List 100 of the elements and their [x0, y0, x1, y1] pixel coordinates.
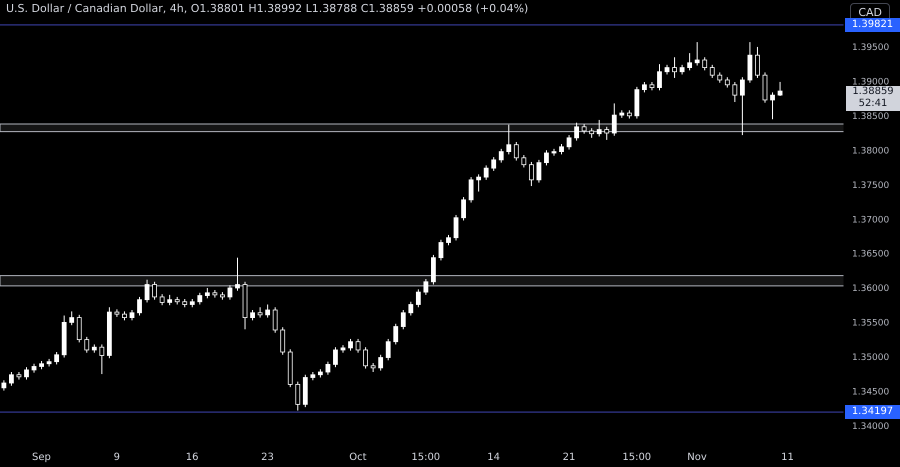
- candlestick: [476, 174, 482, 192]
- candlestick: [574, 122, 579, 142]
- candlestick: [272, 306, 278, 334]
- y-tick-label: 1.38000: [852, 146, 890, 156]
- candlestick: [446, 234, 451, 246]
- candlestick: [152, 281, 157, 300]
- candlestick: [694, 42, 700, 66]
- candlestick: [235, 257, 240, 292]
- candlestick: [506, 124, 512, 155]
- candlestick: [498, 148, 504, 164]
- candlestick: [333, 346, 338, 368]
- candlestick: [386, 338, 391, 361]
- candlestick: [514, 141, 519, 162]
- y-tick-label: 1.38500: [852, 112, 890, 122]
- candlestick: [197, 292, 202, 306]
- x-tick-label: 11: [781, 452, 794, 464]
- x-tick-label: 9: [114, 452, 120, 464]
- candlestick: [250, 310, 255, 321]
- candlestick: [596, 119, 602, 137]
- candlestick: [144, 279, 150, 303]
- x-tick-label: 23: [261, 452, 274, 464]
- candlestick: [657, 64, 662, 91]
- candlestick: [1, 380, 6, 392]
- x-tick-label: Oct: [349, 452, 367, 464]
- candlestick: [137, 296, 142, 316]
- candlestick: [544, 150, 549, 166]
- candlestick: [438, 239, 444, 261]
- text: 52:41: [846, 98, 900, 112]
- candlestick: [724, 76, 730, 88]
- x-tick-label: 21: [562, 452, 576, 464]
- candlestick: [228, 284, 232, 300]
- candlestick: [680, 64, 684, 75]
- candlestick: [664, 64, 670, 75]
- candlestick: [130, 310, 134, 321]
- candlestick: [393, 323, 398, 345]
- candlestick: [204, 287, 210, 299]
- candlestick: [99, 344, 104, 375]
- candlestick: [604, 126, 610, 140]
- ref-line-label: 1.39821: [845, 18, 900, 32]
- y-tick-label: 1.36500: [852, 250, 890, 260]
- y-tick-label: 1.36000: [852, 284, 890, 294]
- x-tick-label: 15:00: [622, 452, 652, 464]
- candlestick: [54, 352, 60, 365]
- x-tick-label: Sep: [32, 452, 51, 464]
- candlestick: [582, 124, 587, 134]
- x-tick-label: 16: [186, 452, 199, 464]
- candlestick: [491, 156, 496, 172]
- chart-title: U.S. Dollar / Canadian Dollar, 4h, O1.38801 H1.38992 L1.38788 C1.38859 +0.00058 (+0.04%): [6, 2, 528, 15]
- candlestick: [84, 336, 90, 354]
- candlestick: [528, 161, 534, 187]
- candlestick: [672, 56, 677, 78]
- y-tick-label: 1.34000: [852, 422, 890, 432]
- candlestick: [589, 128, 594, 138]
- candlestick: [363, 346, 368, 370]
- candlestick: [416, 288, 421, 308]
- candlestick: [710, 64, 715, 78]
- x-tick-label: 14: [487, 452, 500, 464]
- candlestick: [536, 159, 542, 184]
- y-tick-label: 1.35000: [852, 353, 890, 364]
- candlestick: [69, 310, 74, 326]
- candlestick: [160, 294, 165, 306]
- candlestick: [295, 381, 300, 412]
- candlestick: [521, 154, 526, 168]
- candlestick: [687, 52, 692, 71]
- candlestick: [167, 294, 172, 306]
- y-tick-label: 1.39500: [852, 43, 890, 54]
- candlestick: [280, 326, 286, 356]
- candlestick: [76, 314, 82, 343]
- x-tick-label: Nov: [687, 452, 707, 464]
- candlestick: [612, 102, 617, 136]
- candlestick: [755, 46, 760, 78]
- y-tick-label: 1.34500: [852, 387, 890, 398]
- candlestick: [24, 366, 29, 380]
- candlestick: [454, 214, 458, 241]
- candlestick: [258, 306, 262, 318]
- candlestick: [408, 301, 414, 316]
- candlestick: [9, 371, 14, 386]
- candlestick: [770, 92, 775, 120]
- candlestick: [348, 338, 353, 352]
- candlestick: [461, 196, 466, 221]
- ref-line-label: 1.34197: [845, 405, 900, 420]
- candlestick: [265, 304, 270, 318]
- candlestick: [642, 82, 647, 93]
- candlestick: [326, 361, 330, 376]
- candlestick: [378, 354, 384, 372]
- text: 1.38859: [846, 86, 900, 98]
- candlestick: [468, 176, 474, 204]
- candlestick: [778, 81, 782, 96]
- y-tick-label: 1.35500: [852, 318, 890, 329]
- candlestick: [702, 56, 708, 71]
- candlestick: [717, 72, 722, 84]
- candlestick: [400, 310, 406, 330]
- candlestick: [423, 278, 428, 296]
- y-tick-label: 1.37000: [852, 215, 890, 226]
- candlestick: [566, 134, 572, 150]
- x-tick-label: 15:00: [411, 452, 440, 464]
- candlestick: [356, 338, 360, 354]
- candlestick: [732, 82, 738, 103]
- candlestick: [740, 76, 745, 136]
- y-tick-label: 1.39000: [852, 78, 890, 88]
